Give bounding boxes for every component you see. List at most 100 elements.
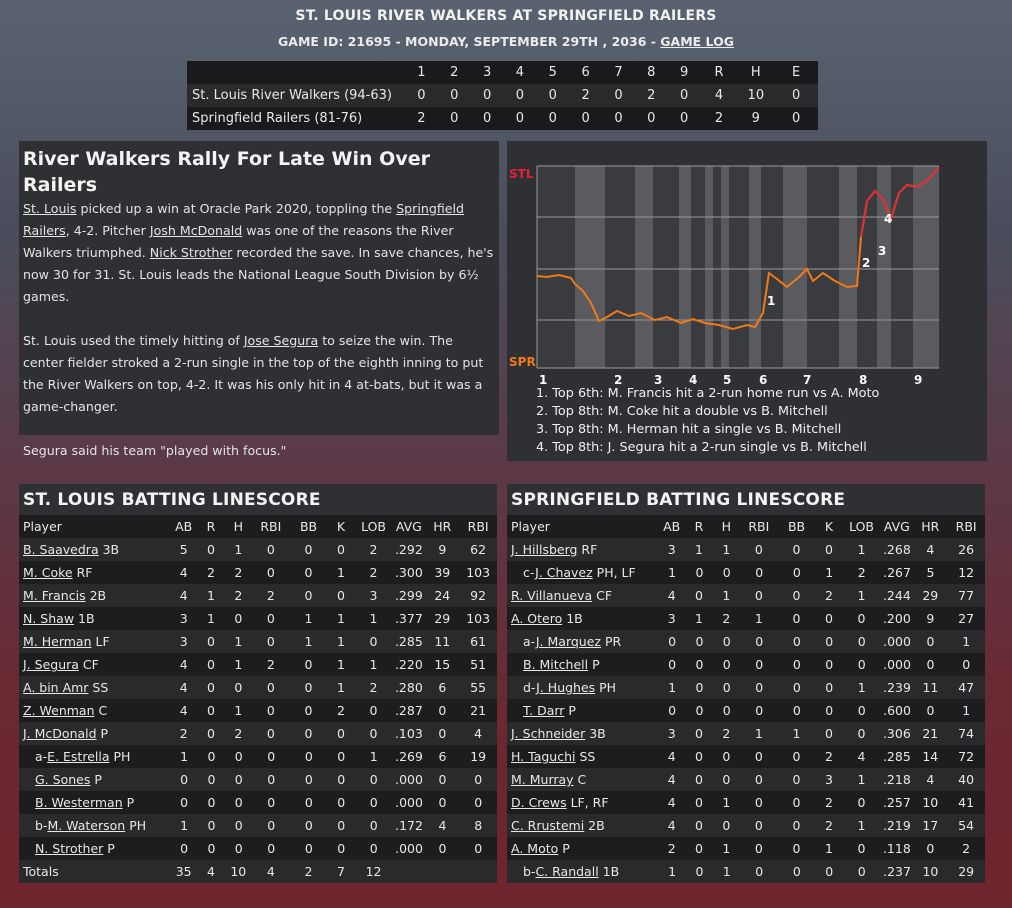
sub-prefix: b- (35, 818, 48, 833)
stat-cell: 1 (722, 795, 731, 810)
player-link[interactable]: J. Segura (23, 657, 79, 672)
stat-cell: 1 (337, 680, 345, 695)
stat-cell: 0 (234, 841, 243, 856)
inning-band (635, 166, 653, 368)
table-row: J. Segura CF 4 0 1 2 0 1 1 .220 15 51 (19, 653, 497, 676)
player-link[interactable]: J. Chavez (535, 565, 593, 580)
recap-link[interactable]: Springfield Railers (23, 201, 465, 238)
stat-cell: 4 (179, 588, 188, 603)
stat-cell: 0 (754, 542, 763, 557)
player-link[interactable]: N. Strother (35, 841, 104, 856)
player-link[interactable]: E. Estrella (47, 749, 110, 764)
stat-cell: 0 (825, 864, 834, 879)
player-cell: C. Rrustemi 2B (507, 814, 658, 837)
inning-tick-label: 5 (723, 373, 731, 387)
inning-tick-label: 8 (859, 373, 867, 387)
player-position: P (122, 795, 135, 810)
player-position: SS (575, 749, 596, 764)
column-header: RBI (467, 519, 489, 534)
stat-cell: 0 (369, 841, 378, 856)
table-row: c-J. Chavez PH, LF 1 0 0 0 0 1 2.267 5 12 (507, 561, 985, 584)
stat-cell: 0 (792, 542, 801, 557)
player-link[interactable]: J. McDonald (23, 726, 97, 741)
player-link[interactable]: D. Crews (511, 795, 567, 810)
player-link[interactable]: H. Taguchi (511, 749, 576, 764)
player-link[interactable]: B. Westerman (35, 795, 123, 810)
player-link[interactable]: N. Shaw (23, 611, 75, 626)
stat-cell: 0 (266, 634, 275, 649)
player-link[interactable]: R. Villanueva (511, 588, 593, 603)
recap-link[interactable]: St. Louis (23, 201, 77, 216)
player-cell: B. Mitchell P (507, 653, 659, 676)
stat-cell: 103 (466, 565, 491, 580)
recap-text: picked up a win at Oracle Park 2020, top… (76, 201, 397, 216)
stat-cell: 1 (207, 611, 215, 626)
stat-cell: 0 (369, 726, 378, 741)
stat-cell: 0 (304, 726, 313, 741)
player-link[interactable]: A. bin Amr (23, 680, 89, 695)
stat-cell: 1 (857, 542, 866, 557)
column-header: H (721, 519, 732, 534)
table-row: J. McDonald P 2 0 2 0 0 0 0 .103 0 4 (19, 722, 497, 745)
player-link[interactable]: A. Otero (511, 611, 563, 626)
table-row: A. Otero 1B 3 1 2 1 0 0 0 .200 9 27 (507, 607, 985, 630)
table-row: d-J. Hughes PH 1 0 0 0 0 0 1 .239 11 47 (507, 676, 985, 699)
player-link[interactable]: M. Herman (23, 634, 92, 649)
stat-cell: 0 (337, 542, 345, 557)
stat-cell: 1 (207, 588, 215, 603)
sub-prefix: b- (523, 864, 536, 879)
player-cell: M. Coke RF (19, 561, 170, 584)
player-link[interactable]: T. Darr (523, 703, 565, 718)
stat-cell: 0 (438, 795, 447, 810)
player-link[interactable]: M. Murray (511, 772, 574, 787)
recap-link[interactable]: Jose Segura (243, 333, 319, 348)
stat-cell: 61 (470, 634, 487, 649)
line-score-header: 1 2 3 4 5 6 7 8 9 R H E (187, 61, 818, 84)
recap-text: St. Louis used the timely hitting of (23, 333, 244, 348)
player-link[interactable]: M. Coke (23, 565, 73, 580)
stat-cell: 0 (754, 772, 763, 787)
column-header: LOB (849, 519, 874, 534)
table-row: N. Shaw 1B 3 1 0 0 1 1 1 .377 29 103 (19, 607, 497, 630)
stat-cell: 14 (922, 749, 939, 764)
stat-cell: 0 (266, 611, 275, 626)
stat-cell: .300 (394, 565, 423, 580)
stat-cell: 2 (722, 726, 731, 741)
player-link[interactable]: B. Mitchell (523, 657, 589, 672)
player-link[interactable]: A. Moto (511, 841, 559, 856)
inning-band (679, 166, 691, 368)
player-cell: b-M. Waterson PH (19, 814, 171, 837)
player-link[interactable]: C. Randall (535, 864, 599, 879)
stat-cell: 1 (337, 657, 345, 672)
stat-cell: .000 (395, 841, 423, 856)
inning-header: 7 (614, 65, 623, 80)
inning-header: 4 (515, 65, 525, 80)
player-link[interactable]: G. Sones (35, 772, 91, 787)
stat-cell: 0 (926, 634, 935, 649)
table-row: B. Saavedra 3B 5 0 1 0 0 0 2 .292 9 62 (19, 538, 497, 561)
player-link[interactable]: J. Marquez (535, 634, 601, 649)
stat-cell: 0 (369, 703, 378, 718)
stat-cell: 1 (754, 611, 763, 626)
player-link[interactable]: B. Saavedra (23, 542, 99, 557)
stat-cell: 2 (369, 565, 378, 580)
stat-cell: 0 (695, 588, 703, 603)
player-cell: M. Francis 2B (19, 584, 170, 607)
player-cell: a-E. Estrella PH (19, 745, 171, 768)
column-header: AVG (395, 519, 422, 534)
game-log-link[interactable]: GAME LOG (660, 34, 734, 49)
player-link[interactable]: J. Schneider (511, 726, 586, 741)
player-link[interactable]: J. Hughes (536, 680, 596, 695)
stat-cell: 4 (207, 864, 215, 879)
stat-cell: 0 (792, 565, 801, 580)
player-link[interactable]: M. Francis (23, 588, 86, 603)
player-link[interactable]: C. Rrustemi (511, 818, 585, 833)
recap-link[interactable]: Josh McDonald (149, 223, 243, 238)
stat-cell: 8 (474, 818, 483, 833)
player-link[interactable]: M. Waterson (47, 818, 126, 833)
stat-cell: 0 (695, 795, 703, 810)
stat-cell: .000 (395, 795, 423, 810)
player-link[interactable]: J. Hillsberg (511, 542, 578, 557)
player-link[interactable]: Z. Wenman (23, 703, 95, 718)
recap-link[interactable]: Nick Strother (149, 245, 233, 260)
